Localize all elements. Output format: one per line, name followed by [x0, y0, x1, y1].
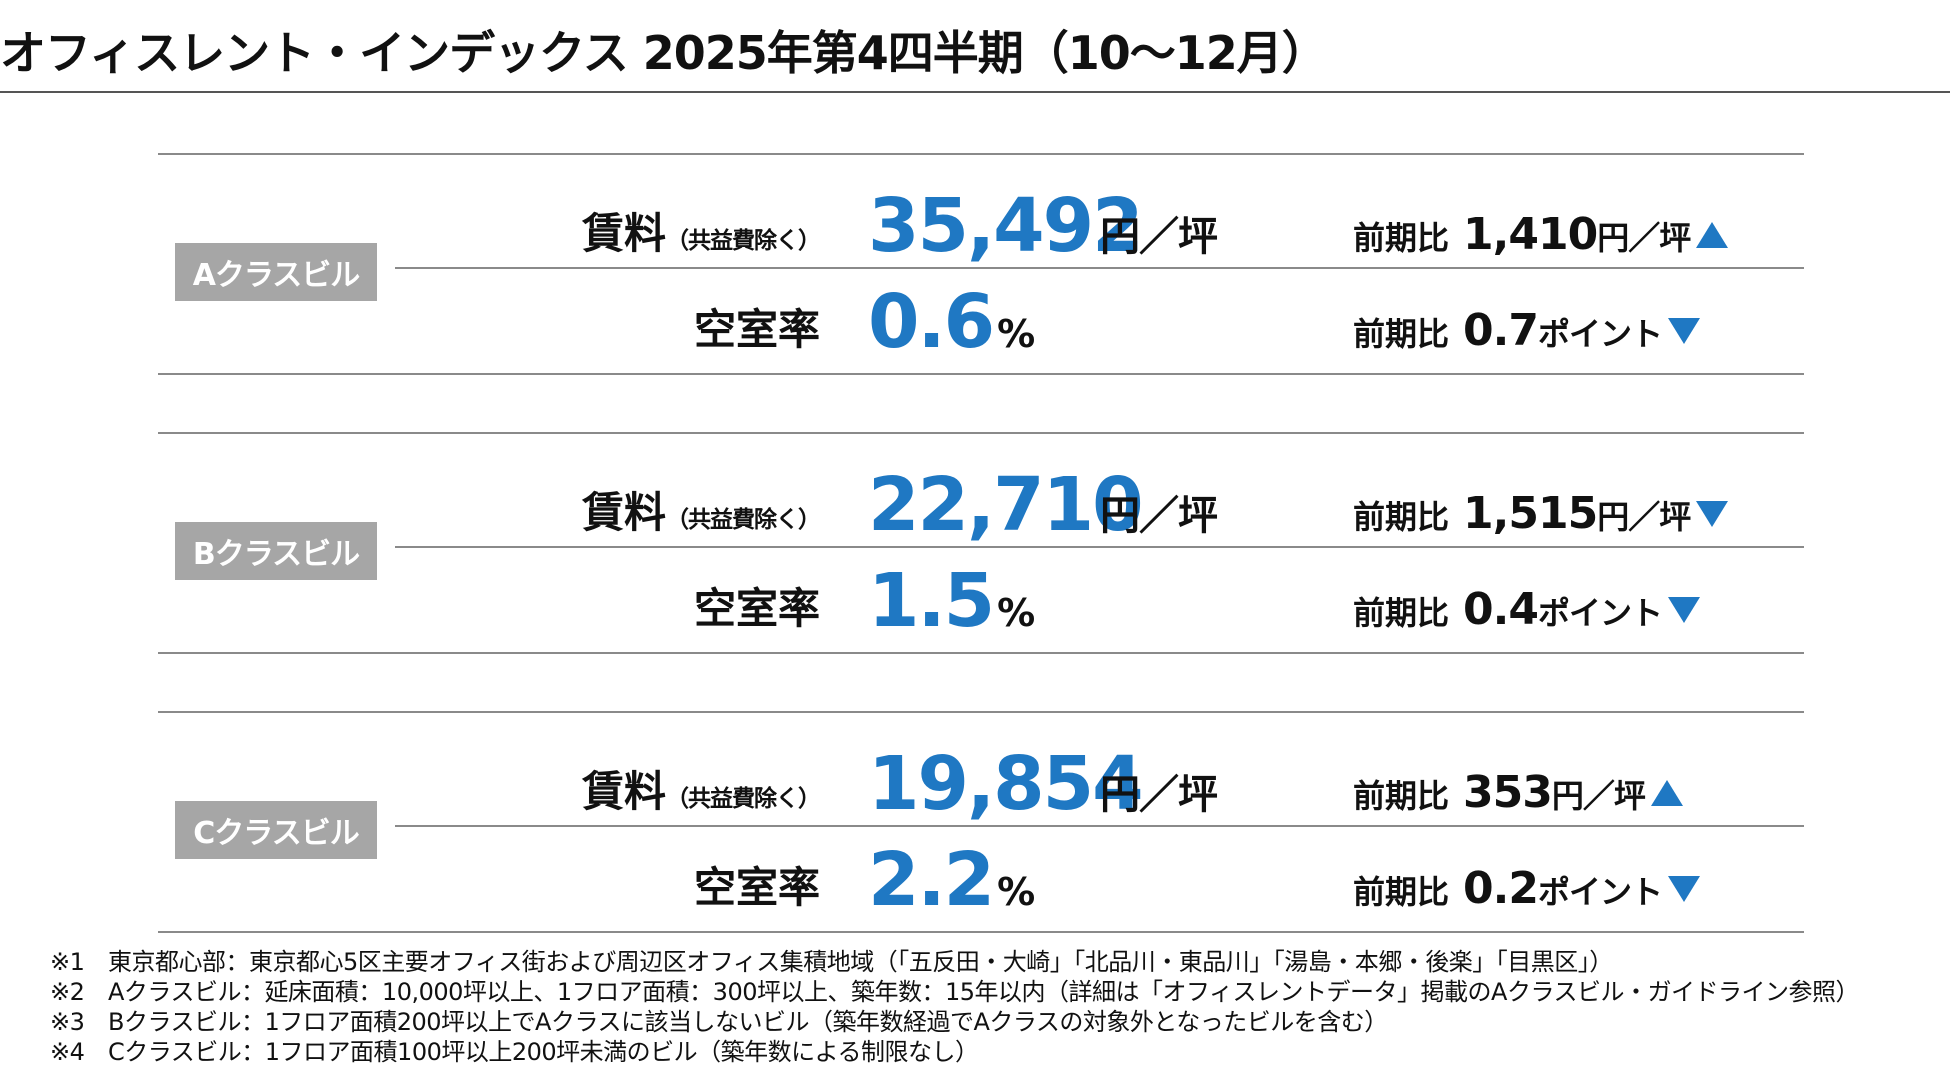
- footnote: ※3 Bクラスビル：1フロア面積200坪以上でAクラスに該当しないビル（築年数経過…: [50, 1008, 1388, 1036]
- footnote: ※4 Cクラスビル：1フロア面積100坪以上200坪未満のビル（築年数による制限な…: [50, 1038, 979, 1066]
- vacancy-value: 1.5%: [868, 558, 1036, 644]
- rent-row: 賃料（共益費除く） 22,710 円／坪 前期比 1,515 円／坪: [0, 468, 1950, 548]
- compare-label: 前期比: [1353, 498, 1450, 536]
- page-title: オフィスレント・インデックス 2025年第4四半期（10～12月）: [0, 26, 1328, 80]
- rent-label: 賃料（共益費除く）: [581, 488, 821, 537]
- rent-note: （共益費除く）: [666, 507, 821, 533]
- footnote: ※2 Aクラスビル：延床面積：10,000坪以上、1フロア面積：300坪以上、築年…: [50, 978, 1860, 1006]
- vacancy-row: 空室率 1.5% 前期比 0.4 ポイント: [0, 564, 1950, 644]
- vacancy-change-arrow-icon: [1667, 318, 1700, 344]
- section-divider-bottom: [158, 652, 1804, 654]
- class-badge: Bクラスビル: [175, 522, 377, 580]
- rent-label: 賃料（共益費除く）: [581, 209, 821, 258]
- compare-label: 前期比: [1353, 594, 1450, 632]
- rent-value: 35,492: [868, 183, 1144, 269]
- section-c-class: Cクラスビル 賃料（共益費除く） 19,854 円／坪 前期比 353 円／坪 …: [0, 711, 1950, 933]
- pct-unit: %: [997, 312, 1036, 356]
- point-unit: ポイント: [1537, 315, 1663, 353]
- rent-change: 前期比 353 円／坪: [1353, 771, 1683, 815]
- rent-value: 19,854: [868, 741, 1144, 827]
- vacancy-change: 前期比 0.2 ポイント: [1353, 867, 1700, 911]
- rent-note: （共益費除く）: [666, 786, 821, 812]
- vacancy-row: 空室率 0.6% 前期比 0.7 ポイント: [0, 285, 1950, 365]
- rent-value: 22,710: [868, 462, 1144, 548]
- vacancy-value: 0.6%: [868, 279, 1036, 365]
- section-a-class: Aクラスビル 賃料（共益費除く） 35,492 円／坪 前期比 1,410 円／…: [0, 153, 1950, 375]
- rent-change-unit: 円／坪: [1597, 219, 1691, 257]
- section-divider-top: [158, 711, 1804, 713]
- vacancy-value: 2.2%: [868, 837, 1036, 923]
- row-divider: [395, 825, 1804, 827]
- vacancy-change-value: 0.2: [1463, 863, 1539, 914]
- rent-change-unit: 円／坪: [1551, 777, 1646, 815]
- rent-note: （共益費除く）: [666, 228, 821, 254]
- rent-change-value: 1,410: [1463, 209, 1598, 260]
- rent-change: 前期比 1,515 円／坪: [1353, 488, 1729, 539]
- vacancy-change: 前期比 0.7 ポイント: [1353, 309, 1700, 353]
- compare-label: 前期比: [1353, 777, 1450, 815]
- section-divider-top: [158, 432, 1804, 434]
- footnotes: ※1 東京都心部：東京都心5区主要オフィス街および周辺区オフィス集積地域（「五反田…: [50, 947, 1860, 1067]
- section-divider-bottom: [158, 931, 1804, 933]
- title-divider: [0, 91, 1950, 93]
- rent-change: 前期比 1,410 円／坪: [1353, 209, 1729, 260]
- section-divider-top: [158, 153, 1804, 155]
- pct-unit: %: [997, 870, 1036, 914]
- vacancy-change-arrow-icon: [1667, 597, 1700, 623]
- rent-change-arrow-icon: [1696, 222, 1729, 248]
- rent-unit: 円／坪: [1100, 493, 1218, 539]
- rent-change-arrow-icon: [1696, 501, 1729, 527]
- point-unit: ポイント: [1537, 594, 1663, 632]
- compare-label: 前期比: [1353, 873, 1450, 911]
- row-divider: [395, 267, 1804, 269]
- rent-change-unit: 円／坪: [1597, 498, 1691, 536]
- vacancy-change-value: 0.4: [1463, 584, 1539, 635]
- section-b-class: Bクラスビル 賃料（共益費除く） 22,710 円／坪 前期比 1,515 円／…: [0, 432, 1950, 654]
- rent-unit: 円／坪: [1100, 772, 1218, 818]
- vacancy-change-arrow-icon: [1667, 876, 1700, 902]
- class-badge: Cクラスビル: [175, 801, 377, 859]
- compare-label: 前期比: [1353, 219, 1450, 257]
- rent-change-value: 353: [1463, 767, 1553, 818]
- class-badge: Aクラスビル: [175, 243, 377, 301]
- row-divider: [395, 546, 1804, 548]
- point-unit: ポイント: [1537, 873, 1663, 911]
- rent-unit: 円／坪: [1100, 214, 1218, 260]
- pct-unit: %: [997, 591, 1036, 635]
- vacancy-row: 空室率 2.2% 前期比 0.2 ポイント: [0, 843, 1950, 923]
- rent-row: 賃料（共益費除く） 35,492 円／坪 前期比 1,410 円／坪: [0, 189, 1950, 269]
- vacancy-change-value: 0.7: [1463, 305, 1539, 356]
- rent-change-arrow-icon: [1650, 780, 1683, 806]
- vacancy-label: 空室率: [693, 863, 820, 912]
- compare-label: 前期比: [1353, 315, 1450, 353]
- rent-row: 賃料（共益費除く） 19,854 円／坪 前期比 353 円／坪: [0, 747, 1950, 827]
- vacancy-label: 空室率: [693, 305, 820, 354]
- vacancy-label: 空室率: [693, 584, 820, 633]
- vacancy-change: 前期比 0.4 ポイント: [1353, 588, 1700, 632]
- rent-change-value: 1,515: [1463, 488, 1598, 539]
- footnote: ※1 東京都心部：東京都心5区主要オフィス街および周辺区オフィス集積地域（「五反田…: [50, 948, 1613, 976]
- section-divider-bottom: [158, 373, 1804, 375]
- rent-label: 賃料（共益費除く）: [581, 767, 821, 816]
